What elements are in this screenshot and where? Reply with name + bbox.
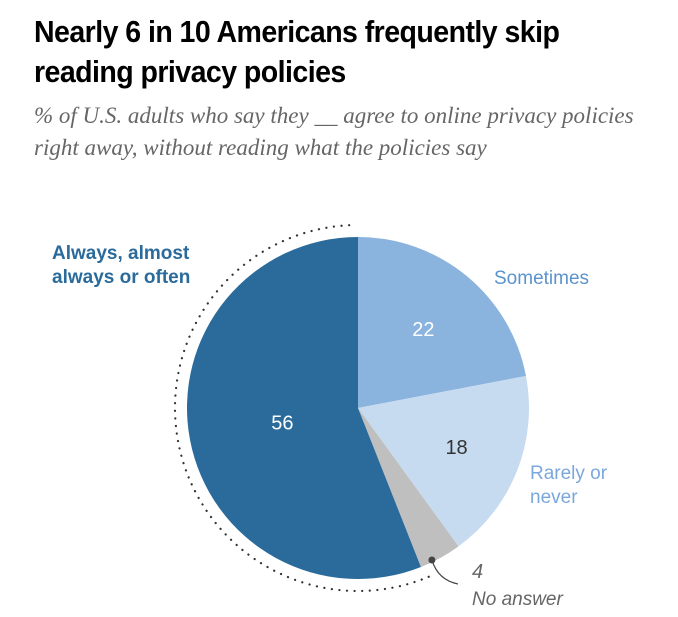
pie-slice-rarely-or-never bbox=[358, 375, 529, 547]
slice-value-label: 18 bbox=[445, 437, 467, 459]
pie-slice-always-almost-always-or-often bbox=[187, 237, 421, 579]
no-answer-value: 4 bbox=[472, 561, 484, 583]
legend-sometimes: Sometimes bbox=[494, 268, 590, 289]
pie-slice-no-answer bbox=[358, 408, 459, 567]
slice-value-label: 22 bbox=[412, 319, 434, 341]
pie-slice-sometimes bbox=[358, 237, 526, 408]
legend-always: Always, almost always or often bbox=[52, 243, 191, 288]
leader-line bbox=[431, 559, 459, 585]
legend-rarely-never: Rarely or never bbox=[530, 463, 608, 508]
slice-value-label: 56 bbox=[271, 412, 293, 434]
chart-subtitle: % of U.S. adults who say they __ agree t… bbox=[34, 103, 634, 160]
chart-title: Nearly 6 in 10 Americans frequently skip… bbox=[34, 14, 560, 89]
legend-no-answer: No answer bbox=[472, 589, 563, 610]
